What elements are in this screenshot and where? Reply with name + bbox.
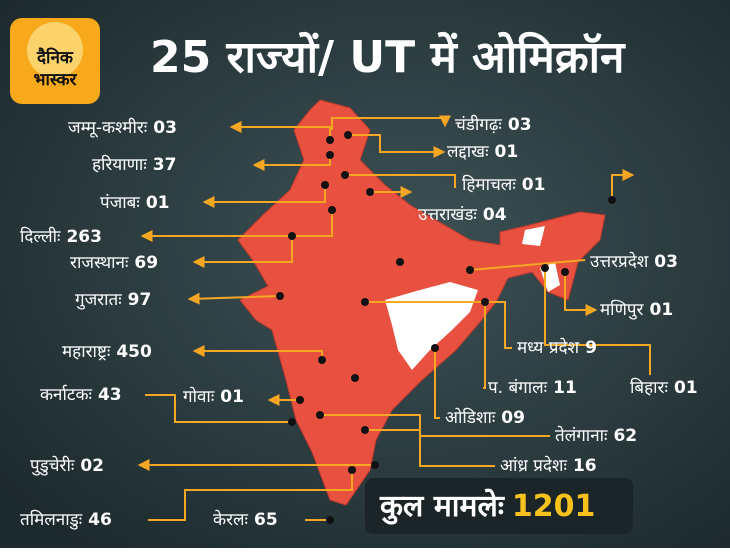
- state-name: राजस्थानः: [70, 253, 129, 273]
- total-box: [365, 478, 633, 534]
- state-name: गोवाः: [183, 386, 215, 407]
- state-label: हरियाणाः 37: [92, 154, 176, 175]
- state-label: चंडीगढ़ः 03: [455, 114, 532, 135]
- state-name: उत्तरप्रदेश: [590, 251, 649, 272]
- state-count: 9: [585, 338, 597, 358]
- logo-text: दैनिक: [36, 47, 74, 68]
- state-name: मध्य प्रदेश: [517, 337, 580, 358]
- state-count: 01: [522, 175, 546, 195]
- state-name: उत्तराखंडः: [418, 205, 477, 225]
- state-label: ओडिशाः 09: [445, 407, 525, 428]
- state-count: 01: [146, 193, 170, 213]
- title: 25 राज्यों/ UT में ओमिक्रॉन: [150, 31, 626, 83]
- state-count: 03: [508, 115, 532, 135]
- state-name: हिमाचलः: [462, 174, 516, 195]
- state-count: 02: [80, 456, 104, 476]
- logo-text: भास्कर: [34, 70, 78, 90]
- state-label: बिहारः 01: [630, 377, 698, 398]
- state-name: बिहारः: [630, 377, 668, 398]
- state-label: दिल्लीः 263: [20, 226, 102, 247]
- state-label: महाराष्ट्रः 450: [62, 342, 152, 362]
- state-label: कर्नाटकः 43: [40, 384, 122, 405]
- state-count: 97: [128, 290, 152, 310]
- state-count: 46: [88, 510, 112, 530]
- logo-sun: [27, 22, 83, 78]
- state-name: मणिपुर: [600, 299, 645, 320]
- state-name: कर्नाटकः: [40, 384, 93, 405]
- total: कुल मामलेः 1201: [379, 488, 595, 525]
- state-name: आंध्र प्रदेशः: [500, 455, 567, 476]
- state-count: 01: [674, 378, 698, 398]
- total-label: कुल मामलेः: [379, 488, 506, 525]
- state-label: मध्य प्रदेश 9: [517, 337, 597, 358]
- state-name: चंडीगढ़ः: [455, 114, 502, 135]
- state-name: तमिलनाडुः: [20, 509, 83, 530]
- state-name: लद्दाखः: [447, 142, 489, 162]
- state-count: 69: [134, 253, 158, 273]
- state-count: 16: [573, 456, 597, 476]
- white-region: [385, 282, 478, 370]
- state-label: केरलः 65: [213, 509, 278, 530]
- state-count: 03: [153, 118, 177, 138]
- state-label: गोवाः 01: [183, 386, 244, 407]
- state-count: 450: [116, 342, 152, 362]
- leaders: [137, 115, 651, 521]
- state-count: 37: [153, 155, 177, 175]
- state-label: पंजाबः 01: [100, 193, 170, 213]
- state-label: लद्दाखः 01: [447, 142, 518, 162]
- state-name: केरलः: [213, 509, 249, 530]
- state-label: तेलंगानाः 62: [555, 425, 637, 446]
- state-count: 04: [483, 205, 507, 225]
- state-name: तेलंगानाः: [555, 425, 608, 446]
- state-label: हिमाचलः 01: [462, 174, 545, 195]
- state-label: उत्तरप्रदेश 03: [590, 251, 678, 272]
- state-count: 03: [654, 252, 678, 272]
- state-label: उत्तराखंडः 04: [418, 205, 507, 225]
- state-name: हरियाणाः: [92, 154, 147, 175]
- state-count: 65: [254, 510, 278, 530]
- state-name: गुजरातः: [75, 290, 122, 310]
- state-label: जम्मू-कश्मीरः 03: [68, 117, 177, 138]
- state-label: गुजरातः 97: [75, 290, 151, 310]
- total-value: 1201: [512, 489, 596, 524]
- state-count: 263: [66, 227, 102, 247]
- white-region: [522, 226, 560, 292]
- state-name: जम्मू-कश्मीरः: [68, 117, 148, 138]
- state-label: आंध्र प्रदेशः 16: [500, 455, 597, 476]
- state-count: 43: [98, 385, 122, 405]
- markers: [276, 131, 616, 524]
- state-label: मणिपुर 01: [600, 299, 673, 320]
- state-name: महाराष्ट्रः: [62, 342, 111, 362]
- state-name: पुडुचेरीः: [30, 455, 75, 476]
- state-label: राजस्थानः 69: [70, 253, 158, 273]
- state-count: 62: [613, 426, 637, 446]
- state-name: पंजाबः: [100, 193, 140, 213]
- state-count: 11: [553, 378, 577, 398]
- state-count: 01: [495, 142, 519, 162]
- state-label: पुडुचेरीः 02: [30, 455, 104, 476]
- state-count: 09: [501, 408, 525, 428]
- state-count: 01: [649, 300, 673, 320]
- state-name: ओडिशाः: [445, 407, 496, 428]
- state-label: प. बंगालः 11: [488, 378, 577, 398]
- state-name: प. बंगालः: [488, 378, 548, 398]
- state-name: दिल्लीः: [20, 226, 61, 247]
- state-label: तमिलनाडुः 46: [20, 509, 112, 530]
- state-count: 01: [220, 387, 244, 407]
